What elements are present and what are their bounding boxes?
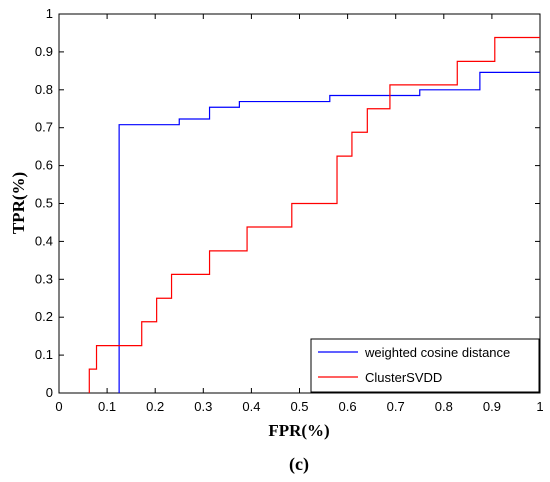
y-tick-label: 0 [46, 385, 53, 400]
y-tick-label: 0.2 [35, 309, 53, 324]
series-group [88, 36, 540, 393]
series-line-weighted-cosine-distance [118, 71, 540, 393]
y-tick-label: 0.8 [35, 82, 53, 97]
x-tick-label: 0.6 [339, 399, 357, 414]
x-tick-label: 0.7 [387, 399, 405, 414]
x-tick-label: 0.4 [242, 399, 260, 414]
y-tick-label: 0.4 [35, 233, 53, 248]
x-tick-label: 0.9 [483, 399, 501, 414]
legend: weighted cosine distance ClusterSVDD [310, 338, 540, 393]
x-tick-label: 0.3 [194, 399, 212, 414]
x-tick-label: 0.8 [435, 399, 453, 414]
figure-caption: (c) [289, 454, 309, 475]
y-tick-label: 0.3 [35, 271, 53, 286]
x-tick-label: 0 [55, 399, 62, 414]
legend-label-clustersvdd: ClusterSVDD [365, 370, 442, 385]
x-tick-label: 1 [536, 399, 543, 414]
legend-label-weighted-cosine: weighted cosine distance [364, 345, 510, 360]
axis-ticks: 0 0.1 0.2 0.3 0.4 0.5 0.6 0.7 0.8 0.9 1 0 0.1 0.2 0.3 0… [35, 6, 544, 414]
y-tick-label: 1 [46, 6, 53, 21]
y-tick-label: 0.5 [35, 196, 53, 211]
x-axis-title: FPR(%) [268, 421, 329, 440]
x-tick-label: 0.2 [146, 399, 164, 414]
y-tick-label: 0.7 [35, 120, 53, 135]
legend-box [310, 338, 540, 393]
y-tick-label: 0.9 [35, 44, 53, 59]
y-tick-label: 0.6 [35, 158, 53, 173]
series-line-clustersvdd [88, 36, 540, 393]
x-tick-label: 0.5 [290, 399, 308, 414]
y-tick-label: 0.1 [35, 347, 53, 362]
y-axis-title: TPR(%) [9, 172, 28, 234]
x-tick-label: 0.1 [98, 399, 116, 414]
